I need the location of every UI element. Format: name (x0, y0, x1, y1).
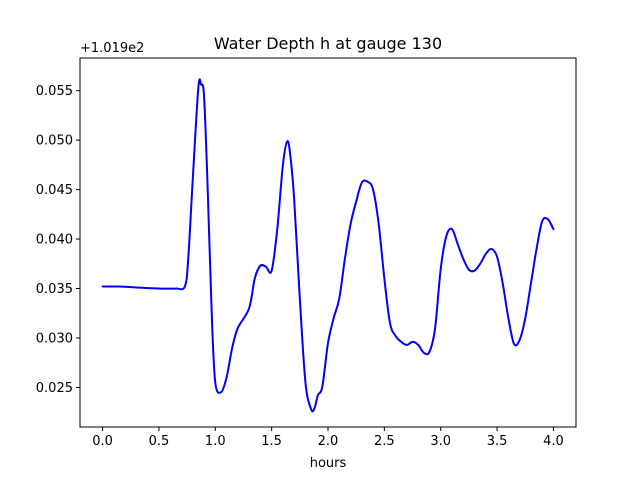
y-tick-label: 0.025 (36, 381, 73, 396)
x-tick-label: 1.0 (205, 434, 226, 449)
x-tick-label: 2.0 (318, 434, 339, 449)
x-axis-ticks: 0.0 0.5 1.0 1.5 2.0 2.5 3.0 3.5 4.0 (92, 427, 564, 449)
series-line-water-depth (101, 78, 555, 413)
y-tick-label: 0.040 (36, 233, 73, 248)
y-offset-label: +1.019e2 (80, 41, 144, 56)
x-axis-label: hours (310, 456, 347, 471)
y-tick-label: 0.055 (36, 84, 73, 99)
x-tick-label: 0.5 (149, 434, 170, 449)
x-tick-label: 2.5 (374, 434, 395, 449)
x-tick-label: 0.0 (92, 434, 113, 449)
x-tick-label: 3.5 (487, 434, 508, 449)
x-tick-label: 3.0 (430, 434, 451, 449)
y-axis-ticks: 0.025 0.030 0.035 0.040 0.045 0.050 0.055 (36, 84, 80, 396)
plot-frame (79, 57, 577, 428)
plot-area (101, 78, 555, 413)
y-tick-label: 0.045 (36, 183, 73, 198)
y-tick-label: 0.035 (36, 282, 73, 297)
x-tick-label: 4.0 (543, 434, 564, 449)
y-tick-label: 0.050 (36, 134, 73, 149)
y-tick-label: 0.030 (36, 331, 73, 346)
x-tick-label: 1.5 (261, 434, 282, 449)
chart-title: Water Depth h at gauge 130 (214, 34, 442, 53)
